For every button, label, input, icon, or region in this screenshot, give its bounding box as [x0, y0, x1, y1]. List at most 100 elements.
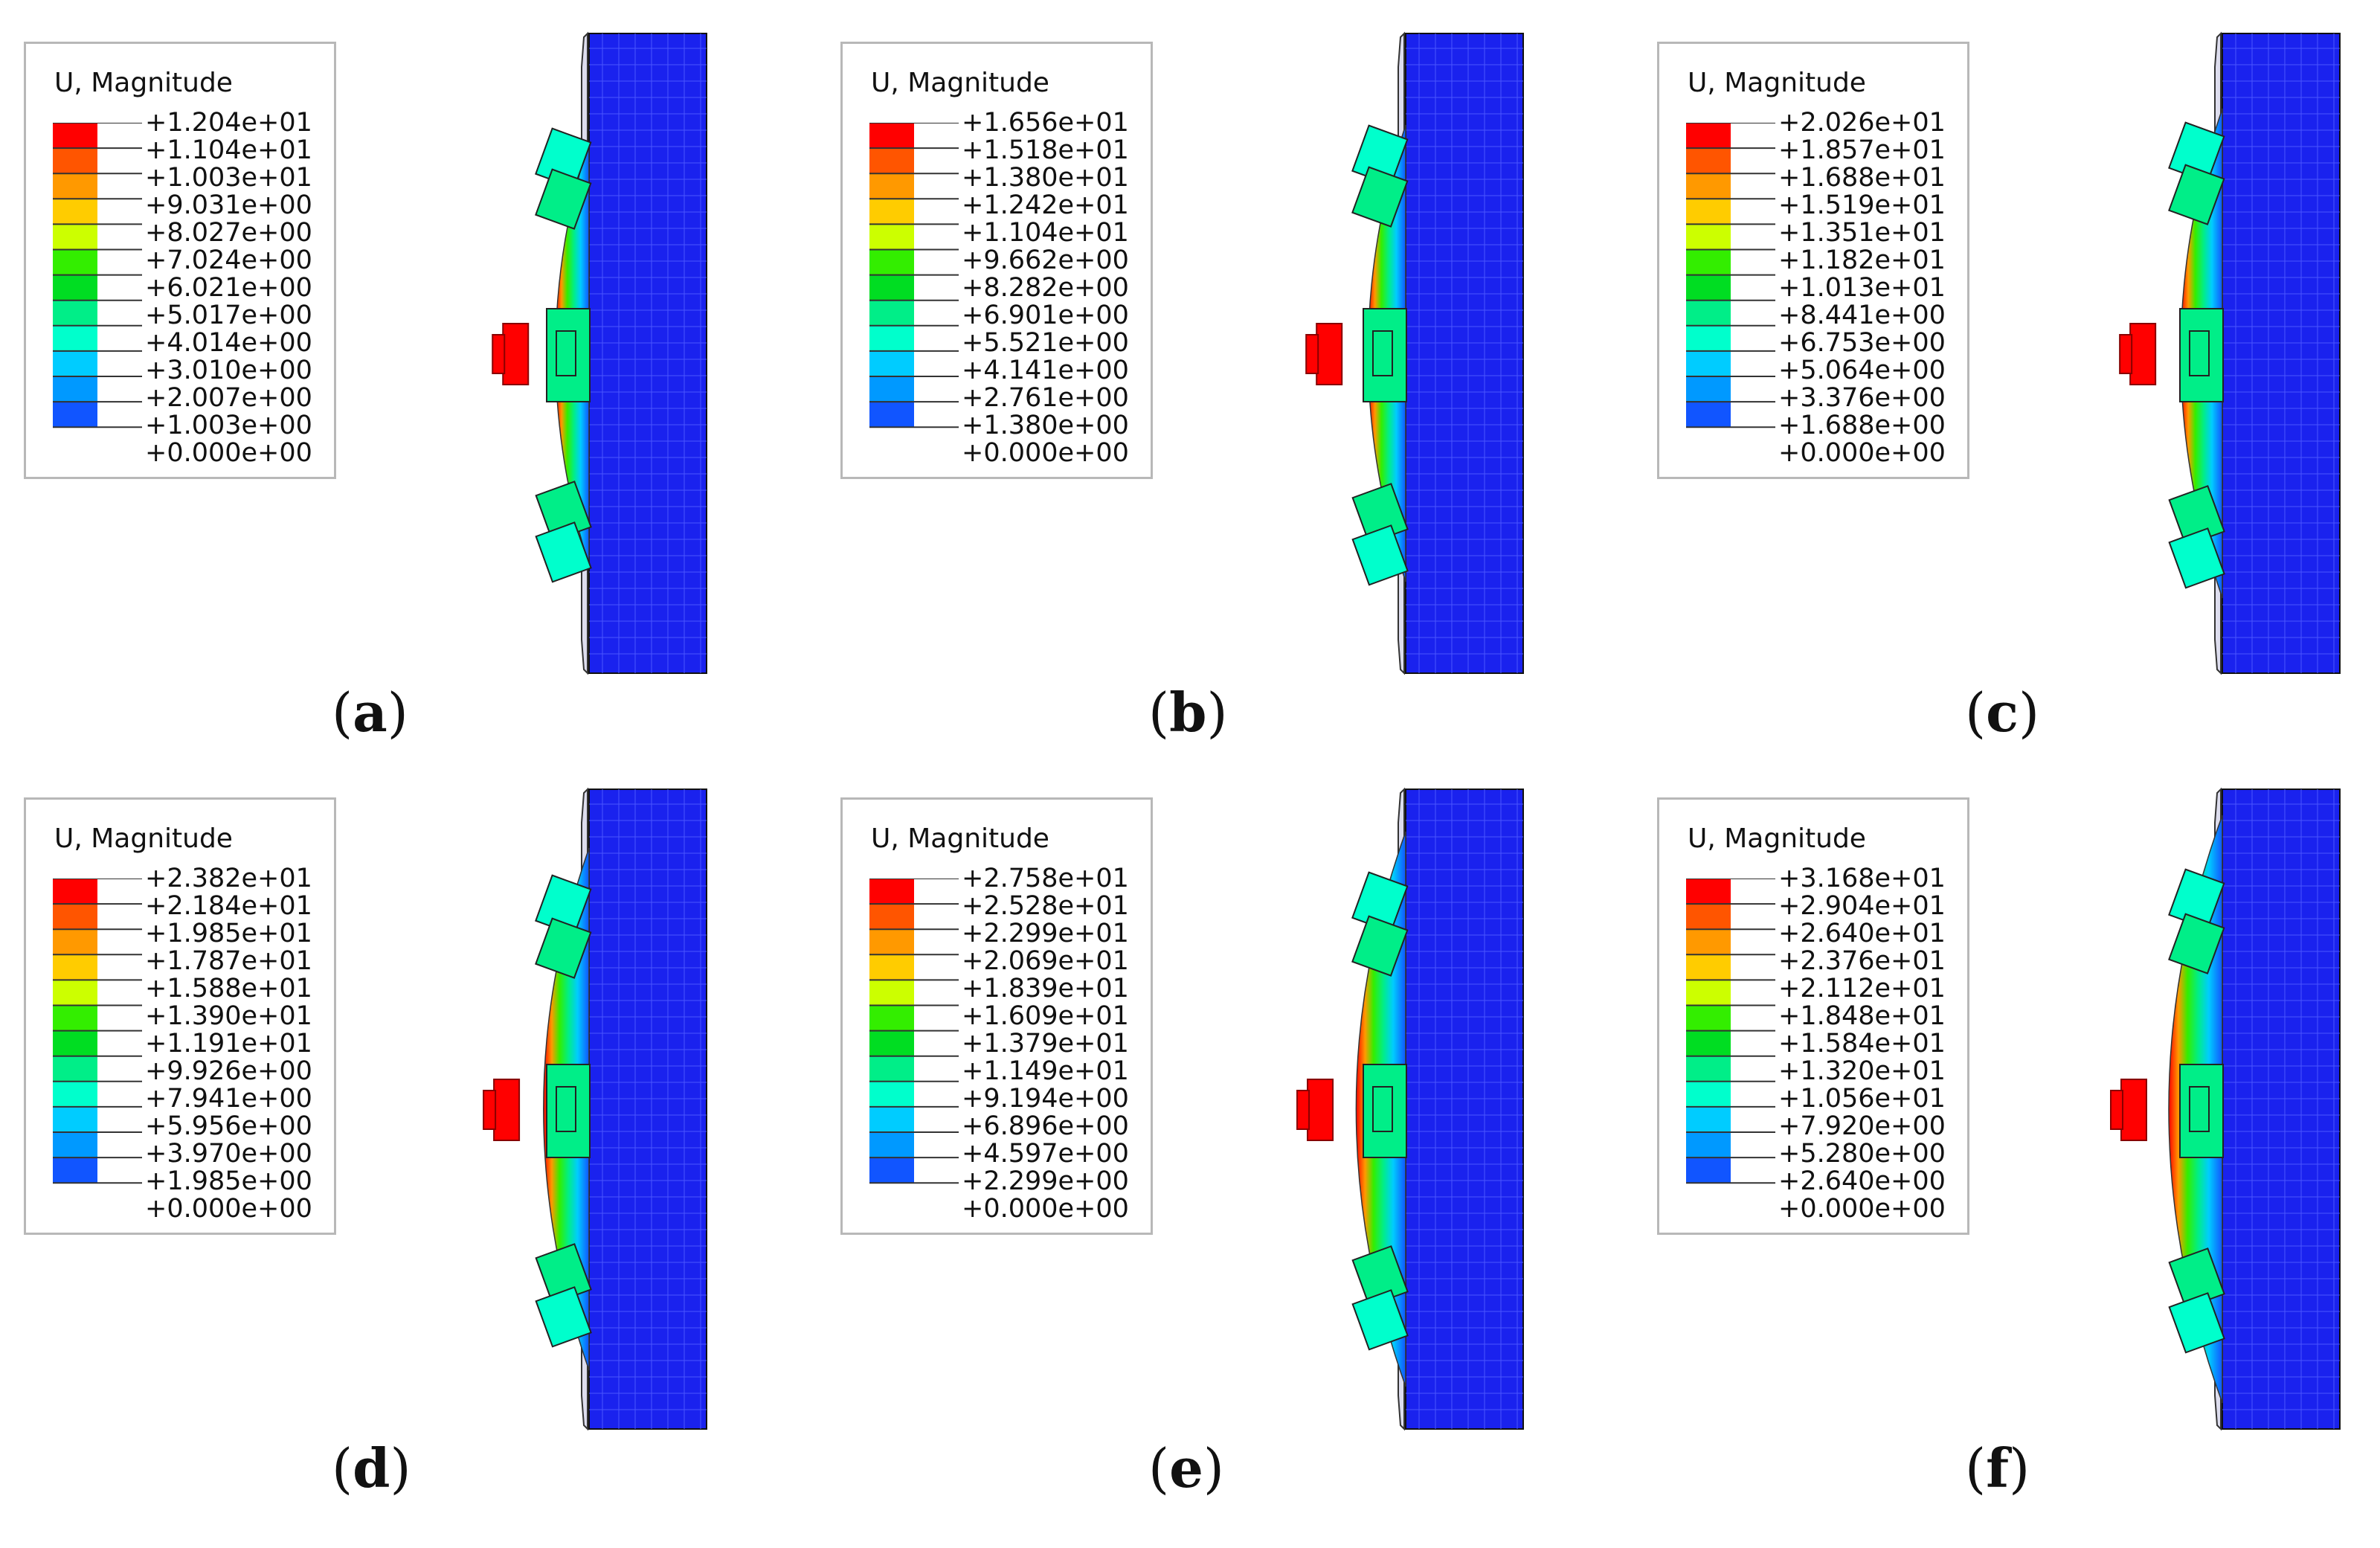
legend-level-label: +3.970e+00	[145, 1139, 312, 1169]
legend-level-label: +2.758e+01	[962, 864, 1129, 893]
legend-color-swatch	[53, 879, 97, 905]
tip-nub	[1305, 334, 1319, 374]
legend-level-label: +1.688e+01	[1778, 163, 1946, 193]
legend-level-label: +5.064e+00	[1778, 356, 1946, 385]
cutter-block	[1351, 1289, 1409, 1351]
legend-color-swatch	[1686, 402, 1731, 428]
cutter-block	[2168, 527, 2225, 589]
legend-color-swatch	[1686, 148, 1731, 174]
legend-level-label: +3.376e+00	[1778, 383, 1946, 413]
legend-level-label: +6.901e+00	[962, 301, 1129, 330]
legend-color-swatch	[869, 1132, 914, 1158]
legend-level-label: +0.000e+00	[145, 438, 312, 468]
legend-level-label: +1.688e+00	[1778, 411, 1946, 440]
legend-level-label: +2.640e+01	[1778, 919, 1946, 948]
legend-level-label: +2.184e+01	[145, 891, 312, 921]
legend-level-label: +1.056e+01	[1778, 1084, 1946, 1114]
legend-level-label: +1.584e+01	[1778, 1029, 1946, 1059]
disc-body	[588, 33, 707, 674]
legend-color-swatch	[53, 274, 97, 301]
legend-level-label: +1.380e+00	[962, 411, 1129, 440]
legend-color-swatch	[1686, 1157, 1731, 1184]
center-block	[546, 1064, 591, 1158]
legend-color-swatch	[869, 879, 914, 905]
legend-color-swatch	[53, 402, 97, 428]
legend-level-label: +3.010e+00	[145, 356, 312, 385]
cutter-block	[535, 1286, 592, 1348]
legend-color-swatch	[1686, 376, 1731, 402]
legend-level-label: +2.528e+01	[962, 891, 1129, 921]
legend-color-swatch	[53, 173, 97, 199]
legend-level-label: +9.926e+00	[145, 1056, 312, 1086]
legend-level-label: +8.441e+00	[1778, 301, 1946, 330]
panel-d: U, Magnitude +2.382e+01 +2.184e+01 +1.98…	[0, 756, 811, 1500]
legend-level-label: +5.956e+00	[145, 1111, 312, 1141]
panel-caption: (c)	[1965, 681, 2040, 744]
center-block-slot	[1372, 330, 1393, 376]
tip-block	[2129, 323, 2157, 385]
legend-level-label: +6.753e+00	[1778, 328, 1946, 358]
legend-level-label: +1.104e+01	[962, 218, 1129, 248]
legend-color-swatch	[1686, 123, 1731, 149]
legend-title: U, Magnitude	[54, 823, 233, 854]
legend-color-swatch	[1686, 1056, 1731, 1082]
legend-color-swatch	[869, 173, 914, 199]
legend-level-label: +6.021e+00	[145, 273, 312, 303]
legend-level-label: +5.017e+00	[145, 301, 312, 330]
tip-block	[1316, 323, 1343, 385]
legend-color-swatch	[869, 1056, 914, 1082]
legend-level-label: +2.640e+00	[1778, 1166, 1946, 1196]
legend-level-label: +1.379e+01	[962, 1029, 1129, 1059]
legend-color-scale	[53, 879, 142, 1184]
legend-level-label: +2.376e+01	[1778, 946, 1946, 976]
legend-level-label: +7.920e+00	[1778, 1111, 1946, 1141]
panel-caption: (e)	[1148, 1436, 1224, 1500]
legend-color-swatch	[1686, 1005, 1731, 1031]
legend-color-swatch	[53, 929, 97, 955]
legend-color-swatch	[1686, 350, 1731, 376]
legend-color-swatch	[1686, 325, 1731, 351]
legend-title: U, Magnitude	[871, 68, 1049, 98]
legend-color-swatch	[53, 325, 97, 351]
legend-color-swatch	[53, 1030, 97, 1056]
legend-level-label: +0.000e+00	[1778, 1194, 1946, 1224]
legend-level-label: +1.003e+01	[145, 163, 312, 193]
legend-level-label: +1.182e+01	[1778, 245, 1946, 275]
legend-level-label: +1.149e+01	[962, 1056, 1129, 1086]
legend-level-label: +8.027e+00	[145, 218, 312, 248]
legend-level-label: +1.656e+01	[962, 108, 1129, 138]
tip-block	[493, 1079, 521, 1141]
cutter-block	[1351, 915, 1409, 977]
contour-legend: U, Magnitude +2.026e+01 +1.857e+01 +1.68…	[1657, 42, 1969, 479]
center-block	[1363, 308, 1407, 402]
legend-level-label: +9.662e+00	[962, 245, 1129, 275]
legend-color-swatch	[869, 300, 914, 326]
legend-level-label: +3.168e+01	[1778, 864, 1946, 893]
legend-level-label: +1.857e+01	[1778, 135, 1946, 165]
legend-level-label: +1.242e+01	[962, 190, 1129, 220]
legend-color-swatch	[53, 980, 97, 1006]
legend-color-swatch	[869, 1005, 914, 1031]
panel-caption: (d)	[332, 1436, 411, 1500]
deformed-model-plot	[2119, 31, 2341, 675]
legend-color-swatch	[1686, 954, 1731, 980]
center-block	[1363, 1064, 1407, 1158]
legend-color-scale	[869, 879, 959, 1184]
legend-color-scale	[1686, 123, 1775, 428]
legend-color-swatch	[53, 376, 97, 402]
legend-level-label: +1.787e+01	[145, 946, 312, 976]
contour-legend: U, Magnitude +1.656e+01 +1.518e+01 +1.38…	[840, 42, 1153, 479]
legend-level-label: +1.848e+01	[1778, 1001, 1946, 1031]
panel-f: U, Magnitude +3.168e+01 +2.904e+01 +2.64…	[1633, 756, 2380, 1500]
tip-nub	[2119, 334, 2133, 374]
legend-level-label: +2.382e+01	[145, 864, 312, 893]
panel-caption: (b)	[1148, 681, 1228, 744]
legend-color-swatch	[869, 1081, 914, 1107]
legend-level-label: +7.941e+00	[145, 1084, 312, 1114]
center-block-slot	[556, 330, 576, 376]
panel-b: U, Magnitude +1.656e+01 +1.518e+01 +1.38…	[817, 0, 1627, 744]
legend-level-label: +0.000e+00	[962, 1194, 1129, 1224]
legend-color-swatch	[869, 350, 914, 376]
panel-c: U, Magnitude +2.026e+01 +1.857e+01 +1.68…	[1633, 0, 2380, 744]
